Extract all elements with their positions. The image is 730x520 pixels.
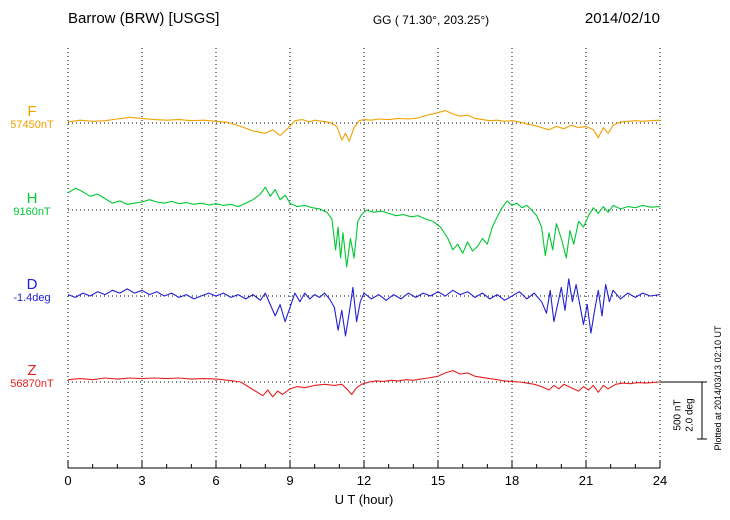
scale-bar-labels: 500 nT 2.0 deg: [673, 398, 696, 431]
series-label-d: D -1.4deg: [2, 277, 62, 304]
series-baseline-z: 56870nT: [10, 377, 54, 390]
x-tick-label: 12: [356, 473, 372, 488]
series-letter-h: H: [26, 190, 38, 207]
trace-F: [67, 109, 661, 142]
plotted-at-timestamp: Plotted at 2014/03/13 02:10 UT: [713, 325, 723, 451]
x-tick-label: 6: [212, 473, 220, 488]
station-title: Barrow (BRW) [USGS]: [68, 10, 220, 27]
x-tick-label: 24: [652, 473, 668, 488]
series-baseline-h: 9160nT: [13, 205, 51, 218]
series-label-h: H 9160nT: [2, 191, 62, 218]
series-letter-d: D: [26, 276, 38, 293]
x-tick-label: 18: [504, 473, 520, 488]
scale-deg-label: 2.0 deg: [684, 398, 695, 432]
series-letter-f: F: [27, 103, 37, 120]
series-baseline-d: -1.4deg: [13, 291, 51, 304]
x-tick-label: 3: [138, 473, 146, 488]
x-tick-label: 9: [286, 473, 294, 488]
trace-H: [67, 186, 661, 268]
series-letter-z: Z: [27, 362, 37, 379]
plot-date: 2014/02/10: [584, 10, 660, 27]
series-label-z: Z 56870nT: [2, 363, 62, 390]
trace-Z: [67, 370, 661, 398]
trace-D: [67, 278, 661, 337]
series-baseline-f: 57450nT: [10, 118, 54, 131]
scale-nt-label: 500 nT: [672, 399, 684, 431]
x-tick-label: 0: [64, 473, 72, 488]
geographic-coordinates: GG ( 71.30°, 203.25°): [372, 13, 490, 27]
x-tick-label: 15: [430, 473, 446, 488]
series-label-f: F 57450nT: [2, 104, 62, 131]
x-tick-label: 21: [578, 473, 594, 488]
x-axis-title: U T (hour): [334, 492, 394, 507]
